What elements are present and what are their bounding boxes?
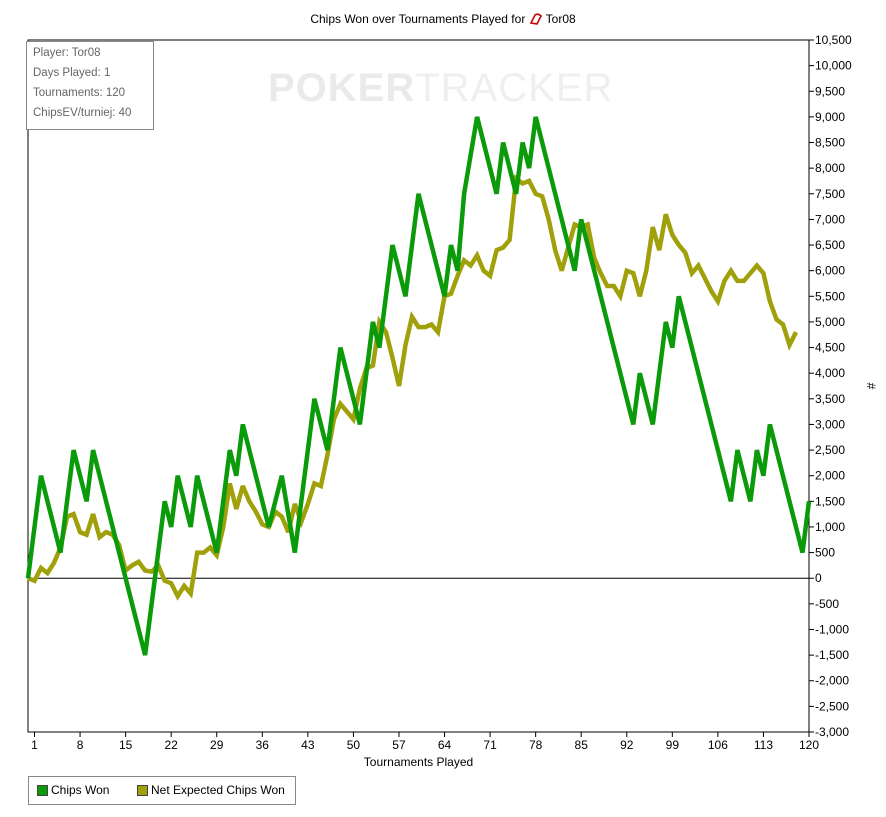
y-tick-label: 0 <box>815 571 822 585</box>
x-tick-label: 43 <box>301 738 315 752</box>
info-player: Player: Tor08 <box>33 47 101 59</box>
legend-label-chips-won: Chips Won <box>51 783 110 797</box>
plot-frame <box>27 39 810 733</box>
y-tick-label: 10,500 <box>815 33 852 47</box>
info-tournaments: Tournaments: 120 <box>33 87 126 99</box>
player-info-box: Player: Tor08 Days Played: 1 Tournaments… <box>26 41 154 130</box>
x-tick-label: 8 <box>77 738 84 752</box>
x-tick-label: 78 <box>529 738 543 752</box>
y-tick-label: 4,000 <box>815 366 845 380</box>
x-tick-label: 85 <box>575 738 589 752</box>
legend-swatch-net-expected <box>137 785 148 796</box>
y-tick-label: 5,000 <box>815 315 845 329</box>
legend-label-net-expected: Net Expected Chips Won <box>151 783 285 797</box>
y-tick-label: 3,500 <box>815 392 845 406</box>
y-tick-label: 2,500 <box>815 443 845 457</box>
x-tick-label: 1 <box>31 738 38 752</box>
x-tick-label: 99 <box>666 738 680 752</box>
y-tick-label: 8,500 <box>815 136 845 150</box>
series-lines <box>25 116 812 656</box>
x-tick-label: 106 <box>708 738 728 752</box>
y-tick-label: 500 <box>815 546 835 560</box>
series-line-chips-won <box>25 116 812 656</box>
y-axis-label: # <box>864 383 878 390</box>
x-tick-label: 36 <box>256 738 270 752</box>
x-tick-label: 120 <box>799 738 819 752</box>
y-tick-label: 5,500 <box>815 289 845 303</box>
y-tick-label: 6,500 <box>815 238 845 252</box>
info-days-played: Days Played: 1 <box>33 67 111 79</box>
x-tick-label: 113 <box>754 738 773 752</box>
y-tick-label: 4,500 <box>815 341 845 355</box>
pokertracker-watermark: POKERTRACKER <box>268 66 613 111</box>
x-tick-label: 15 <box>119 738 133 752</box>
y-tick-label: 3,000 <box>815 417 845 431</box>
x-tick-label: 50 <box>347 738 361 752</box>
watermark-bold: POKER <box>268 66 416 110</box>
chart-legend: Chips Won Net Expected Chips Won <box>28 776 296 805</box>
y-tick-label: 9,000 <box>815 110 845 124</box>
y-tick-label: 8,000 <box>815 161 845 175</box>
x-tick-label: 22 <box>165 738 179 752</box>
x-tick-label: 92 <box>620 738 634 752</box>
axes: -3,000 -2,500 -2,000 -1,500 -1,000 -500 0 500 1,… <box>27 33 878 769</box>
x-tick-label: 29 <box>210 738 224 752</box>
title-player-name: Tor08 <box>545 12 576 26</box>
watermark-light: TRACKER <box>415 66 614 110</box>
chart-title: Chips Won over Tournaments Played for To… <box>0 12 886 26</box>
y-tick-label: 1,000 <box>815 520 845 534</box>
y-tick-label: -2,500 <box>815 699 849 713</box>
y-tick-label: 7,500 <box>815 187 845 201</box>
y-tick-label: 2,000 <box>815 469 845 483</box>
y-tick-label: 7,000 <box>815 212 845 226</box>
info-chipsev: ChipsEV/turniej: 40 <box>33 107 132 119</box>
title-prefix: Chips Won over Tournaments Played for <box>310 12 526 26</box>
legend-swatch-chips-won <box>37 785 48 796</box>
y-tick-label: -1,500 <box>815 648 849 662</box>
y-tick-label: 1,500 <box>815 494 845 508</box>
y-tick-label: -2,000 <box>815 674 849 688</box>
y-tick-label: 9,500 <box>815 84 845 98</box>
y-tick-label: -500 <box>815 597 839 611</box>
y-tick-label: 10,000 <box>815 59 852 73</box>
x-tick-label: 57 <box>392 738 406 752</box>
x-tick-label: 64 <box>438 738 452 752</box>
y-tick-label: -3,000 <box>815 725 849 739</box>
pokerstars-icon <box>529 13 542 25</box>
x-axis-label: Tournaments Played <box>364 755 473 769</box>
y-tick-label: 6,000 <box>815 264 845 278</box>
y-tick-label: -1,000 <box>815 622 849 636</box>
x-tick-label: 71 <box>483 738 497 752</box>
